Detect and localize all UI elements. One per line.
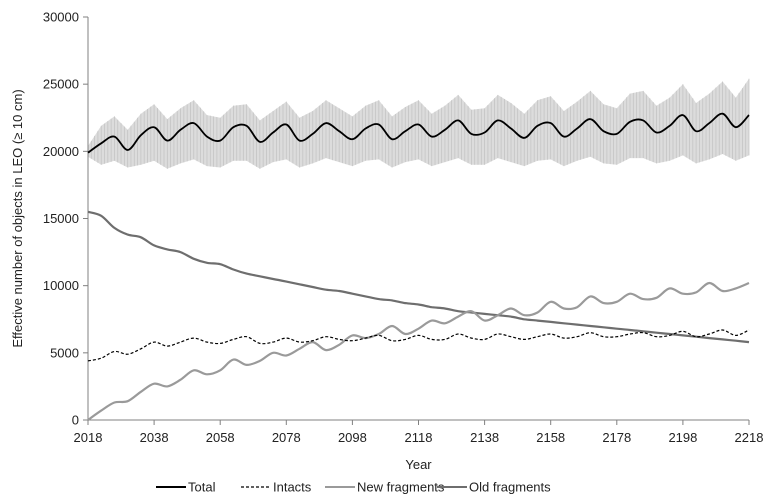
y-tick-label: 30000 (43, 10, 79, 25)
x-tick-labels: 2018 2038 2058 2078 2098 2118 2138 2158 2178 2198… (74, 420, 764, 445)
x-tick-label: 2038 (140, 430, 169, 445)
y-tick-label: 20000 (43, 144, 79, 159)
legend-label-new-fragments: New fragments (357, 480, 445, 495)
y-axis-title: Effective number of objects in LEO (≥ 10… (10, 89, 25, 347)
x-tick-label: 2218 (735, 430, 764, 445)
legend-label-old-fragments: Old fragments (469, 480, 551, 495)
legend-label-total: Total (188, 480, 216, 495)
series-line-total (87, 112, 750, 154)
x-axis-title: Year (405, 457, 432, 472)
y-tick-label: 5000 (50, 345, 79, 360)
y-tick-label: 10000 (43, 278, 79, 293)
x-tick-label: 2178 (602, 430, 631, 445)
y-tick-labels: 0 5000 10000 15000 20000 25000 30000 (43, 10, 88, 428)
axes (87, 17, 749, 421)
legend: Total Intacts New fragments Old fragments (156, 480, 551, 495)
y-tick-label: 15000 (43, 211, 79, 226)
x-tick-label: 2158 (536, 430, 565, 445)
x-tick-label: 2058 (206, 430, 235, 445)
x-tick-label: 2198 (668, 430, 697, 445)
x-tick-label: 2118 (405, 430, 433, 445)
x-tick-label: 2018 (74, 430, 103, 445)
series-line-intacts (87, 329, 750, 362)
legend-label-intacts: Intacts (273, 480, 312, 495)
series-lines (87, 112, 750, 421)
x-tick-label: 2078 (272, 430, 301, 445)
x-tick-label: 2138 (470, 430, 499, 445)
series-line-new-fragments (87, 281, 750, 421)
x-tick-label: 2098 (338, 430, 367, 445)
y-tick-label: 25000 (43, 77, 79, 92)
y-tick-label: 0 (72, 413, 79, 428)
series-line-old-fragments (87, 210, 750, 344)
